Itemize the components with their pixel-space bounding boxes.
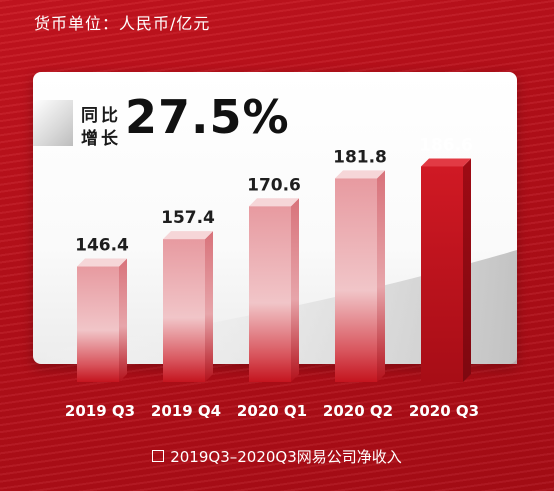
bar-front-face <box>335 178 377 382</box>
yoy-label-line1: 同比 <box>81 106 121 126</box>
legend: 2019Q3–2020Q3网易公司净收入 <box>0 446 554 467</box>
bar-top-face <box>77 258 127 267</box>
legend-label: 2019Q3–2020Q3网易公司净收入 <box>170 448 402 466</box>
bar-value-label: 146.4 <box>75 236 129 256</box>
unit-label: 货币单位：人民币/亿元 <box>34 14 211 33</box>
yoy-badge-block <box>33 100 73 146</box>
bar-5 <box>421 158 471 382</box>
bar-top-face <box>335 170 385 179</box>
bar-top-face <box>249 198 299 207</box>
bar-value-label: 170.6 <box>247 175 301 195</box>
bar-front-face <box>249 206 291 382</box>
bar-top-face <box>163 231 213 240</box>
bar-1 <box>77 258 127 382</box>
card-swoosh <box>33 250 517 364</box>
bar-front-face <box>77 266 119 382</box>
bar-side-face <box>463 158 471 382</box>
category-label: 2020 Q1 <box>237 402 307 420</box>
bar-side-face <box>119 258 127 382</box>
category-label: 2019 Q3 <box>65 402 135 420</box>
bar-2 <box>163 231 213 382</box>
bar-value-label: 181.8 <box>333 147 387 167</box>
legend-square-icon <box>152 449 165 462</box>
bar-side-face <box>377 170 385 382</box>
bar-value-label: 186.6 <box>419 135 473 155</box>
bar-side-face <box>291 198 299 382</box>
bar-side-face <box>205 231 213 382</box>
bar-front-face <box>421 166 463 382</box>
category-label: 2019 Q4 <box>151 402 221 420</box>
yoy-label-line2: 增长 <box>81 129 121 149</box>
bar-4 <box>335 170 385 382</box>
bar-front-face <box>163 239 205 382</box>
yoy-value: 27.5% <box>125 90 290 144</box>
bar-3 <box>249 198 299 382</box>
bar-value-label: 157.4 <box>161 208 215 228</box>
category-label: 2020 Q2 <box>323 402 393 420</box>
bar-top-face <box>421 158 471 167</box>
category-label: 2020 Q3 <box>409 402 479 420</box>
